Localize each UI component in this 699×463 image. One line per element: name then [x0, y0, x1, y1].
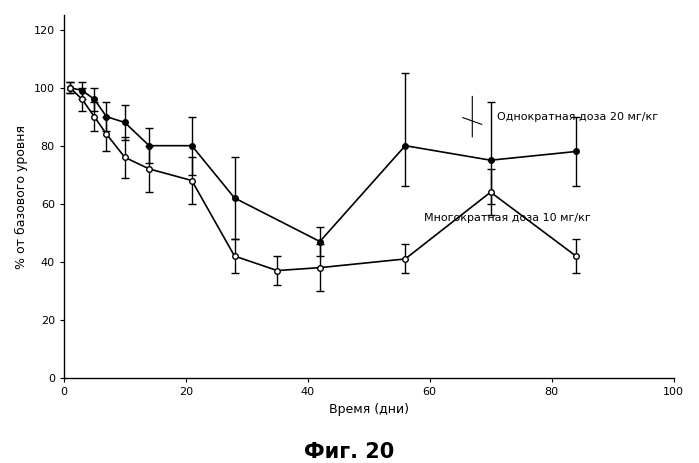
Text: Многократная доза 10 мг/кг: Многократная доза 10 мг/кг	[424, 213, 590, 223]
X-axis label: Время (дни): Время (дни)	[329, 403, 409, 416]
Text: Однократная доза 20 мг/кг: Однократная доза 20 мг/кг	[497, 112, 658, 122]
Y-axis label: % от базового уровня: % от базового уровня	[15, 125, 28, 269]
Text: Фиг. 20: Фиг. 20	[304, 442, 395, 463]
